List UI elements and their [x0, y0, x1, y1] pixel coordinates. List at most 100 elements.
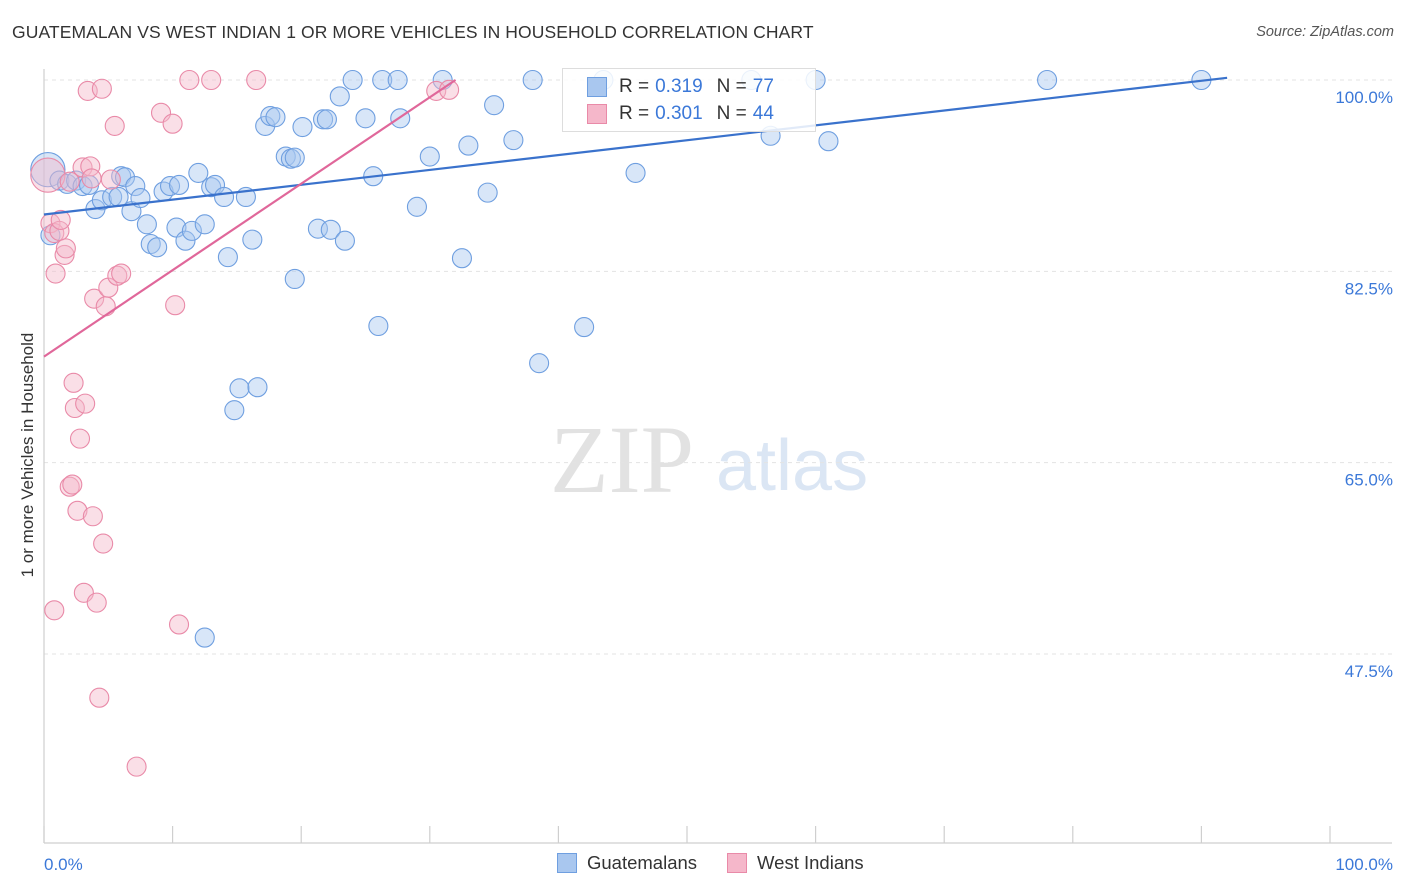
point-west-indian	[168, 614, 190, 635]
legend-label-guatemalans: Guatemalans	[587, 852, 698, 873]
legend-r-label: R =	[619, 76, 650, 97]
point-west-indian	[95, 296, 116, 317]
point-guatemalan	[316, 109, 337, 130]
point-guatemalan	[247, 377, 268, 398]
point-guatemalan	[292, 116, 313, 138]
point-guatemalan	[458, 135, 479, 156]
legend-n-label: N =	[716, 76, 747, 97]
point-west-indian	[126, 756, 147, 777]
point-west-indian	[201, 69, 222, 91]
point-guatemalan	[1037, 69, 1058, 91]
legend-n-value: 44	[752, 103, 774, 124]
y-tick-label: 82.5%	[1345, 279, 1393, 298]
point-west-indian	[30, 157, 66, 193]
point-guatemalan	[368, 315, 389, 337]
y-tick-label: 65.0%	[1345, 471, 1393, 490]
point-guatemalan	[477, 182, 498, 203]
point-guatemalan	[451, 248, 473, 269]
legend-item-west-indians[interactable]: West Indians	[727, 852, 864, 874]
point-guatemalan	[140, 233, 161, 255]
point-guatemalan	[320, 219, 341, 240]
legend-r-value: 0.301	[655, 103, 703, 124]
x-tick-label: 100.0%	[1335, 855, 1393, 874]
point-guatemalan	[224, 400, 245, 421]
trend-line-guatemalans	[43, 76, 1228, 216]
point-west-indian	[162, 113, 183, 134]
point-west-indian	[45, 263, 66, 284]
point-guatemalan	[625, 162, 646, 183]
point-west-indian	[64, 397, 85, 419]
point-guatemalan	[265, 107, 286, 128]
legend-r-value: 0.319	[655, 76, 703, 97]
point-guatemalan	[284, 147, 305, 168]
y-tick-label: 47.5%	[1345, 662, 1393, 681]
point-west-indian	[246, 69, 267, 91]
legend-n-label: N =	[716, 103, 747, 124]
legend-n-value: 77	[752, 76, 774, 97]
point-west-indian	[111, 263, 132, 284]
point-guatemalan	[355, 108, 376, 129]
point-west-indian	[179, 69, 200, 91]
point-guatemalan	[329, 86, 350, 107]
point-west-indian	[165, 295, 186, 316]
legend-r-label: R =	[619, 103, 650, 124]
point-west-indian	[81, 168, 102, 189]
point-guatemalan	[242, 229, 263, 250]
point-west-indian	[67, 500, 88, 521]
point-guatemalan	[229, 378, 250, 399]
point-guatemalan	[522, 69, 543, 91]
watermark-atlas: atlas	[716, 426, 868, 506]
point-west-indian	[86, 592, 107, 613]
point-guatemalan	[125, 176, 146, 197]
legend-item-guatemalans[interactable]: Guatemalans	[557, 852, 697, 874]
point-west-indian	[59, 171, 80, 192]
point-west-indian	[54, 244, 75, 265]
point-west-indian	[59, 476, 80, 497]
point-west-indian	[69, 428, 91, 449]
point-guatemalan	[188, 162, 209, 183]
point-west-indian	[55, 238, 76, 259]
series-legend: Guatemalans West Indians	[557, 852, 894, 874]
legend-label-west-indians: West Indians	[757, 852, 864, 873]
point-guatemalan	[30, 152, 66, 188]
point-guatemalan	[818, 131, 839, 152]
point-guatemalan	[284, 268, 305, 290]
point-west-indian	[89, 687, 110, 708]
point-guatemalan	[419, 146, 440, 167]
point-guatemalan	[136, 214, 157, 235]
point-west-indian	[100, 169, 121, 190]
y-tick-label: 100.0%	[1335, 88, 1393, 107]
legend-swatch-blue	[557, 853, 577, 873]
point-west-indian	[44, 223, 65, 244]
point-west-indian	[63, 372, 84, 393]
point-guatemalan	[213, 186, 235, 208]
point-west-indian	[49, 220, 70, 241]
point-guatemalan	[194, 214, 215, 235]
trend-line-west-indians	[43, 79, 457, 358]
point-west-indian	[91, 78, 112, 99]
legend-row-guatemalans: R = 0.319 N = 77	[587, 75, 788, 99]
point-guatemalan	[387, 69, 408, 91]
point-guatemalan	[66, 170, 87, 191]
point-guatemalan	[372, 69, 393, 91]
chart-title: GUATEMALAN VS WEST INDIAN 1 OR MORE VEHI…	[12, 22, 814, 42]
point-west-indian	[104, 115, 125, 136]
legend-swatch-pink	[587, 104, 607, 124]
legend-swatch-blue	[587, 77, 607, 97]
point-guatemalan	[181, 220, 202, 241]
point-guatemalan	[147, 237, 168, 258]
point-guatemalan	[503, 130, 524, 151]
point-guatemalan	[529, 353, 550, 374]
point-west-indian	[84, 288, 105, 309]
point-west-indian	[62, 474, 83, 495]
point-west-indian	[82, 506, 103, 527]
point-guatemalan	[168, 174, 190, 196]
legend-row-west-indians: R = 0.301 N = 44	[587, 102, 788, 126]
point-guatemalan	[217, 247, 238, 268]
point-guatemalan	[484, 95, 505, 116]
point-west-indian	[50, 209, 71, 230]
point-west-indian	[93, 533, 114, 554]
point-guatemalan	[342, 69, 363, 91]
point-guatemalan	[574, 317, 595, 338]
